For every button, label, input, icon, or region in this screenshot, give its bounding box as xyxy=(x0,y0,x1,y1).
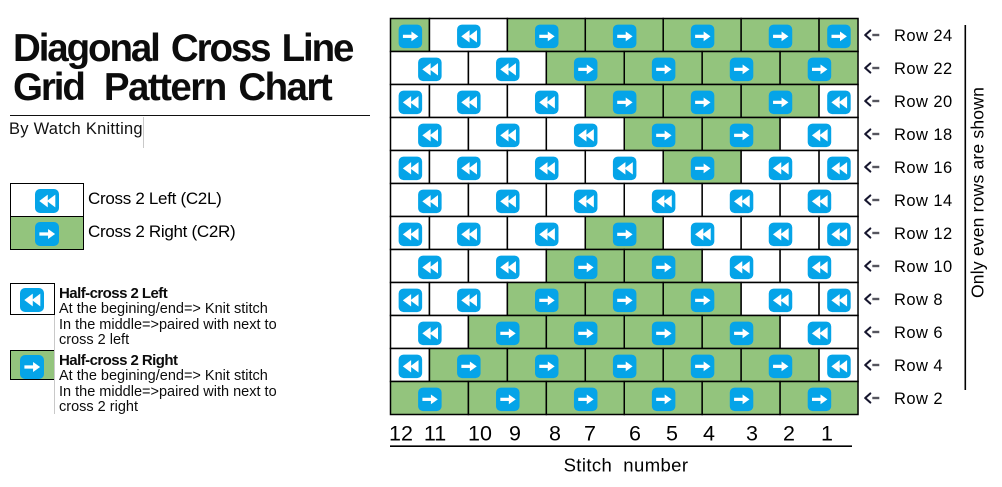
svg-text:4: 4 xyxy=(703,422,715,446)
svg-text:Row 24: Row 24 xyxy=(894,27,953,45)
svg-text:9: 9 xyxy=(509,422,521,446)
svg-text:12: 12 xyxy=(389,422,413,446)
svg-text:2: 2 xyxy=(783,422,795,446)
svg-text:Row 8: Row 8 xyxy=(894,291,943,309)
svg-text:6: 6 xyxy=(629,422,641,446)
svg-text:1: 1 xyxy=(821,422,833,446)
svg-text:Row 18: Row 18 xyxy=(894,126,953,144)
svg-text:Row 20: Row 20 xyxy=(894,93,953,111)
svg-text:11: 11 xyxy=(424,422,446,446)
svg-text:Row 16: Row 16 xyxy=(894,159,953,177)
svg-text:Row 14: Row 14 xyxy=(894,192,953,210)
svg-text:Row 12: Row 12 xyxy=(894,225,953,243)
svg-text:Row 10: Row 10 xyxy=(894,258,953,276)
svg-text:Row 6: Row 6 xyxy=(894,324,943,342)
svg-text:Row 4: Row 4 xyxy=(894,357,943,375)
svg-text:Row 2: Row 2 xyxy=(894,390,943,408)
svg-text:7: 7 xyxy=(584,422,596,446)
svg-text:Only even rows are shown: Only even rows are shown xyxy=(968,87,988,298)
svg-text:Row 22: Row 22 xyxy=(894,60,953,78)
svg-text:8: 8 xyxy=(549,422,561,446)
svg-text:10: 10 xyxy=(468,422,492,446)
svg-text:Stitch number: Stitch number xyxy=(564,455,689,476)
svg-text:3: 3 xyxy=(746,422,758,446)
svg-text:5: 5 xyxy=(666,422,678,446)
